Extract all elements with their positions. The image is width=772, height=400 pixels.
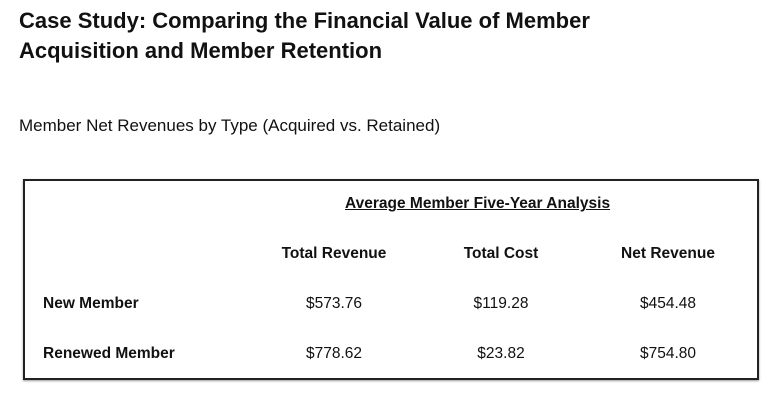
title-line-2: Acquisition and Member Retention — [19, 38, 383, 63]
subtitle: Member Net Revenues by Type (Acquired vs… — [19, 116, 441, 135]
table-header: Average Member Five-Year Analysis — [345, 195, 611, 212]
table-cell: $573.76 — [305, 295, 363, 312]
row-label-new-member: New Member — [43, 295, 139, 312]
page-title: Case Study: Comparing the Financial Valu… — [19, 6, 590, 66]
table-cell: $119.28 — [473, 295, 529, 312]
column-header-total-revenue: Total Revenue — [281, 245, 387, 262]
column-header-net-revenue: Net Revenue — [621, 245, 715, 262]
column-header-total-cost: Total Cost — [463, 245, 539, 262]
table-cell: $23.82 — [477, 345, 525, 362]
table-cell: $778.62 — [305, 345, 363, 362]
table-cell: $754.80 — [639, 345, 697, 362]
title-line-1: Case Study: Comparing the Financial Valu… — [19, 8, 590, 33]
analysis-table: Average Member Five-Year Analysis Total … — [23, 179, 759, 380]
table-cell: $454.48 — [639, 295, 697, 312]
row-label-renewed-member: Renewed Member — [43, 345, 175, 362]
